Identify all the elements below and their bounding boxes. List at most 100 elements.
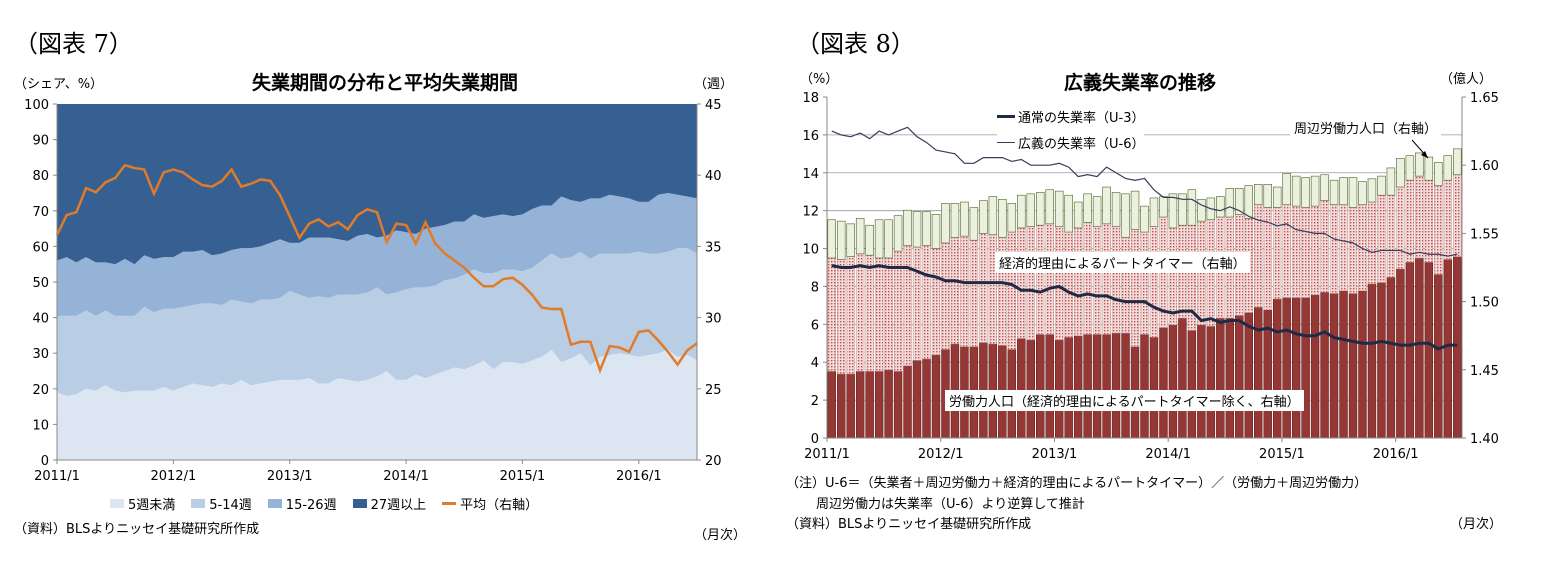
bar-segment-2	[960, 201, 969, 237]
average-line	[55, 163, 698, 374]
bar-segment-2	[884, 219, 893, 259]
bar-segment-0	[1235, 314, 1244, 439]
bar-segment-2	[931, 214, 941, 249]
bar-segment-0	[1111, 332, 1121, 439]
y-tick-label: 40	[32, 312, 49, 327]
y2-tick-label: 1.55	[1470, 227, 1499, 242]
bar-segment-0	[1197, 324, 1206, 439]
x-tick-label: 2012/1	[150, 469, 196, 484]
x-tick-label: 2011/1	[34, 469, 80, 484]
x-tick-label: 2015/1	[1259, 447, 1305, 462]
chart-8-x-axis-label: （月次）	[1450, 517, 1503, 532]
bar-segment-2	[1235, 188, 1244, 215]
bar-segment-0	[1320, 291, 1329, 439]
bar-segment-1	[950, 237, 960, 345]
bar-segment-0	[1291, 297, 1301, 439]
y-tick-label: 90	[32, 134, 49, 149]
chart-7: 0 10 20 30 40 50 60 70 80 90 100 20 25 30 35 40 45 2011/1…	[24, 98, 721, 484]
bar-segment-1	[1149, 226, 1159, 338]
legend-swatch	[267, 499, 282, 508]
legend-swatch	[110, 499, 124, 508]
legend-swatch	[997, 142, 1015, 143]
bar-segment-2	[1424, 156, 1434, 181]
bar-segment-0	[855, 370, 865, 439]
bar-segment-0	[1453, 256, 1462, 439]
bar-segment-2	[1282, 173, 1291, 206]
x-tick-label: 2012/1	[918, 447, 964, 462]
y-tick-label: 2	[811, 394, 819, 409]
bar-segment-0	[884, 369, 893, 439]
bar-segment-2	[836, 220, 846, 260]
y-tick-label: 16	[802, 129, 819, 144]
bar-segment-1	[846, 256, 855, 375]
chart-7-legend: 5週未満 5-14週 15-26週 27週以上 平均（右軸）	[110, 494, 538, 513]
y2-tick-label: 1.60	[1470, 159, 1499, 174]
bar-segment-2	[1168, 193, 1178, 229]
bar-segment-0	[1329, 293, 1339, 439]
bar-segment-0	[827, 370, 836, 439]
bar-segment-2	[941, 203, 950, 244]
bar-segment-2	[979, 200, 988, 234]
legend-item-u6: 広義の失業率（U-6）	[997, 133, 1145, 152]
bar-segment-1	[1130, 229, 1140, 347]
chart-7-y-axis-label: （シェア、%）	[14, 77, 104, 92]
bar-segment-2	[1111, 192, 1121, 227]
bar-segment-0	[1415, 257, 1424, 439]
bar-segment-1	[1017, 227, 1026, 339]
bar-segment-0	[912, 359, 922, 439]
bar-segment-2	[1443, 155, 1453, 181]
area-series-1	[57, 248, 697, 396]
bar-segment-1	[1026, 226, 1036, 341]
chart-8-title: 広義失業率の推移	[1063, 72, 1217, 94]
bar-segment-0	[1045, 334, 1054, 439]
bar-segment-2	[1301, 177, 1310, 208]
bar-segment-1	[1092, 226, 1102, 335]
bar-segment-2	[1102, 186, 1111, 225]
legend-item-under-5w: 5週未満	[110, 494, 175, 513]
bar-segment-1	[1339, 204, 1348, 291]
legend-swatch	[191, 499, 206, 508]
bar-segment-2	[1092, 196, 1102, 227]
bar-segment-1	[903, 245, 912, 367]
bar-segment-1	[1045, 223, 1054, 335]
bar-segment-2	[1253, 183, 1263, 206]
bar-segment-0	[893, 370, 903, 439]
bar-segment-2	[912, 211, 922, 248]
area-series-2	[57, 193, 697, 316]
y-tick-label: 30	[32, 347, 49, 362]
bar-segment-1	[893, 250, 903, 372]
bar-segment-1	[1367, 201, 1377, 285]
bar-segment-0	[836, 373, 846, 439]
bar-segment-0	[1225, 317, 1235, 439]
bar-segment-0	[1149, 336, 1159, 439]
bar-segment-1	[960, 235, 969, 347]
bar-segment-0	[1443, 259, 1453, 439]
bar-segment-0	[922, 358, 931, 439]
bar-segment-0	[1272, 298, 1282, 439]
bar-segment-0	[1064, 336, 1073, 439]
bar-segment-0	[903, 365, 912, 439]
bar-segment-1	[1036, 224, 1045, 335]
bar-segment-2	[1291, 175, 1301, 207]
bar-segment-1	[1405, 179, 1415, 263]
bar-segment-0	[1358, 290, 1367, 439]
bar-segment-1	[1282, 204, 1291, 298]
bar-segment-2	[1386, 167, 1396, 196]
bar-segment-0	[1386, 276, 1396, 439]
legend-label: 5-14週	[209, 498, 252, 513]
bar-segment-1	[827, 257, 836, 372]
bar-segment-1	[941, 242, 950, 350]
chart-8-source: （資料）BLSよりニッセイ基礎研究所作成	[786, 517, 1032, 532]
area-series-3	[57, 104, 697, 265]
bar-segment-2	[950, 203, 960, 238]
bar-segment-2	[969, 207, 979, 241]
figure-7-label: （図表 7）	[14, 30, 133, 58]
bar-segment-2	[1197, 199, 1206, 222]
bar-segment-1	[1140, 231, 1149, 335]
chart-7-source: （資料）BLSよりニッセイ基礎研究所作成	[14, 522, 260, 537]
bar-segment-2	[893, 215, 903, 252]
y-tick-label: 8	[811, 280, 819, 295]
y-tick-label: 6	[811, 318, 819, 333]
